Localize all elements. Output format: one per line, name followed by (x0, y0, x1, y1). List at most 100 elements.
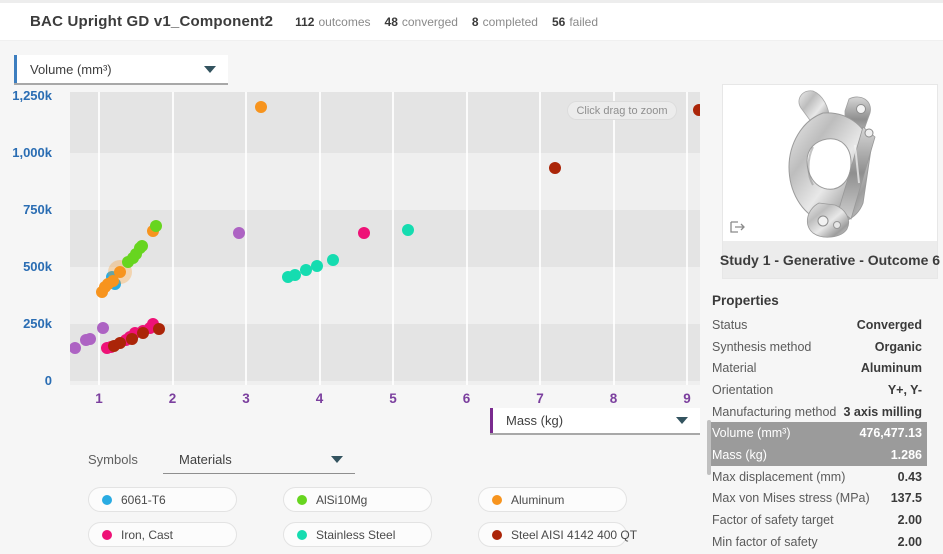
materials-legend: 6061-T6 AlSi10Mg Aluminum Iron, Cast Stainle… (88, 487, 637, 547)
x-tick-2: 2 (168, 391, 177, 406)
x-axis-selector-label: Mass (kg) (506, 413, 564, 428)
outcome-thumbnail (723, 85, 937, 241)
window-top-strip (0, 0, 943, 3)
outcome-point[interactable] (300, 263, 313, 276)
property-row-min-factor-of-safety: Min factor of safety 2.00 (707, 531, 927, 553)
material-color-swatch (102, 529, 112, 540)
gridline-x-7 (539, 92, 541, 385)
property-value: 476,477.13 (859, 426, 922, 441)
outcome-point[interactable] (114, 337, 127, 350)
stat-completed: 8 completed (471, 14, 538, 29)
x-axis-selector[interactable]: Mass (kg) (490, 408, 700, 435)
legend-chip-stainless-steel[interactable]: Stainless Steel (283, 522, 432, 547)
header: BAC Upright GD v1_Component2 112 outcomes… (0, 3, 943, 41)
gridline-x-2 (171, 92, 174, 385)
symbols-selector-label: Materials (179, 452, 232, 467)
outcome-point[interactable] (326, 253, 339, 266)
stat-converged: 48 converged (384, 14, 458, 29)
property-label: Orientation (712, 382, 774, 397)
outcome-point[interactable] (548, 161, 561, 174)
outcome-point[interactable] (84, 333, 97, 346)
property-label: Volume (mm³) (712, 426, 791, 441)
property-row-volume-mm-: Volume (mm³) 476,477.13 (707, 422, 927, 445)
property-value: 3 axis milling (843, 404, 922, 419)
outcome-stats: 112 outcomes 48 converged 8 completed 56 failed (295, 15, 598, 29)
y-tick-1,250k: 1,250k (12, 88, 52, 103)
legend-chip-alsi10mg[interactable]: AlSi10Mg (283, 487, 432, 512)
y-tick-1,000k: 1,000k (12, 145, 52, 160)
symbols-label: Symbols (88, 452, 138, 467)
outcome-point[interactable] (150, 219, 163, 232)
property-value: 2.00 (897, 534, 922, 549)
outcome-point[interactable] (153, 323, 166, 336)
selected-outcome-point[interactable] (114, 266, 127, 279)
generative-part-image (788, 90, 876, 238)
x-tick-6: 6 (462, 391, 471, 406)
export-outcome-icon[interactable] (729, 219, 747, 235)
outcome-point[interactable] (70, 341, 81, 354)
chevron-down-icon (676, 417, 688, 424)
x-tick-8: 8 (609, 391, 618, 406)
stat-failed: 56 failed (551, 14, 599, 29)
material-color-swatch (297, 494, 307, 505)
legend-chip-6061-t6[interactable]: 6061-T6 (88, 487, 237, 512)
material-color-swatch (492, 529, 502, 540)
outcome-point[interactable] (232, 226, 245, 239)
outcome-point[interactable] (357, 226, 370, 239)
outcome-point[interactable] (106, 275, 119, 288)
gridline-x-4 (318, 92, 321, 385)
plot-band (70, 267, 700, 324)
symbols-selector[interactable]: Materials (163, 446, 355, 474)
properties-table: Status Converged Synthesis method Organic Ma… (707, 314, 927, 553)
outcome-point[interactable] (401, 224, 414, 237)
property-row-manufacturing-method: Manufacturing method 3 axis milling (707, 401, 927, 423)
x-tick-3: 3 (242, 391, 250, 406)
y-tick-250k: 250k (23, 316, 52, 331)
property-label: Factor of safety target (712, 513, 834, 528)
gridline-x-1 (98, 92, 100, 385)
property-value: Aluminum (860, 361, 922, 376)
legend-chip-iron-cast[interactable]: Iron, Cast (88, 522, 237, 547)
outcome-point[interactable] (126, 332, 139, 345)
legend-chip-label: AlSi10Mg (316, 492, 368, 507)
legend-chip-label: Aluminum (511, 492, 565, 507)
scatter-plot[interactable]: Click drag to zoom (70, 92, 700, 385)
legend-chip-label: Iron, Cast (121, 527, 174, 542)
outcome-point[interactable] (137, 327, 150, 340)
properties-scrollbar[interactable] (707, 420, 711, 475)
property-row-factor-of-safety-target: Factor of safety target 2.00 (707, 509, 927, 531)
property-row-mass-kg-: Mass (kg) 1.286 (707, 444, 927, 466)
plot-band (70, 153, 700, 210)
outcome-point[interactable] (311, 260, 324, 273)
property-row-max-von-mises-stress-mpa-: Max von Mises stress (MPa) 137.5 (707, 488, 927, 510)
property-value: Converged (856, 317, 922, 332)
property-label: Max von Mises stress (MPa) (712, 491, 870, 506)
x-tick-5: 5 (389, 391, 397, 406)
outcome-point[interactable] (96, 322, 109, 335)
y-axis-selector[interactable]: Volume (mm³) (14, 55, 228, 85)
chevron-down-icon (204, 65, 216, 73)
property-value: 1.286 (890, 447, 922, 462)
legend-chip-aluminum[interactable]: Aluminum (478, 487, 627, 512)
property-row-material: Material Aluminum (707, 357, 927, 379)
property-row-status: Status Converged (707, 314, 927, 336)
zoom-hint-tooltip: Click drag to zoom (567, 101, 677, 120)
legend-chip-label: Stainless Steel (316, 527, 396, 542)
plot-band (70, 210, 700, 267)
outcome-point[interactable] (136, 240, 149, 253)
property-row-synthesis-method: Synthesis method Organic (707, 336, 927, 358)
plot-band (70, 324, 700, 381)
property-label: Manufacturing method (712, 404, 837, 419)
material-color-swatch (297, 529, 307, 540)
plot-band (70, 381, 700, 385)
outcome-card[interactable]: Study 1 - Generative - Outcome 6 (719, 84, 941, 279)
legend-chip-steel-aisi-4142-400-qt[interactable]: Steel AISI 4142 400 QT (478, 522, 637, 547)
page-title: BAC Upright GD v1_Component2 (30, 13, 274, 30)
gridline-x-9 (686, 92, 688, 385)
outcome-point[interactable] (693, 103, 700, 116)
legend-chip-label: Steel AISI 4142 400 QT (511, 527, 638, 542)
outcome-title: Study 1 - Generative - Outcome 6 (719, 251, 941, 268)
outcome-point[interactable] (289, 268, 302, 281)
outcome-point[interactable] (254, 101, 267, 114)
x-axis-accent-bar (490, 408, 493, 433)
